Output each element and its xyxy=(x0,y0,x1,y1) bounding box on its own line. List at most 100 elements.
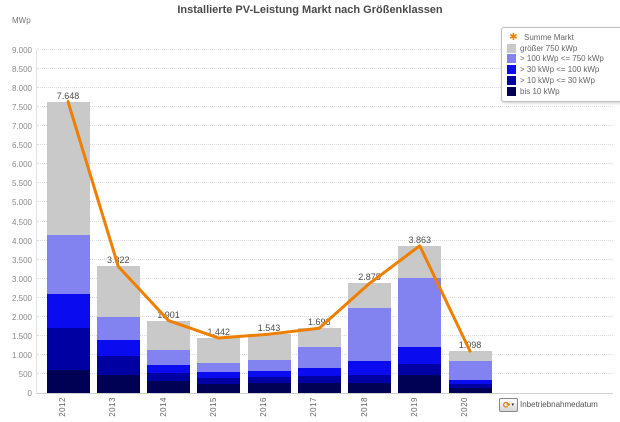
legend-swatch xyxy=(507,65,516,75)
bar-total-label: 3.322 xyxy=(106,255,130,266)
bar-total-label: 1.901 xyxy=(157,309,180,320)
bar-segment-2019[interactable] xyxy=(398,374,442,393)
bar-segment-2015[interactable] xyxy=(197,362,241,373)
chart-legend: ✱ Summe Markt größer 750 kWp > 100 kWp <= 7… xyxy=(501,27,620,102)
legend-item[interactable]: > 30 kWp <= 100 kWp xyxy=(507,64,620,75)
bar-segment-2015[interactable] xyxy=(197,372,241,378)
line-marker-icon: ✱ xyxy=(509,31,518,43)
bar-segment-2020[interactable] xyxy=(448,379,492,385)
y-tick-label: 1.500 xyxy=(11,331,32,341)
bar-segment-2015[interactable] xyxy=(197,338,241,363)
bar-segment-2019[interactable] xyxy=(398,245,442,278)
bar-segment-2018[interactable] xyxy=(348,307,391,362)
grid-line xyxy=(37,163,613,165)
y-tick-label: 1.000 xyxy=(11,350,32,360)
grid-line xyxy=(37,106,613,108)
legend-item[interactable]: > 10 kWp <= 30 kWp xyxy=(507,75,620,86)
legend-label: bis 10 kWp xyxy=(520,86,560,96)
y-tick-label: 2.000 xyxy=(11,312,32,322)
y-tick-label: 6.000 xyxy=(11,160,32,170)
x-tick-label: 2016 xyxy=(259,397,268,417)
y-tick-label: 500 xyxy=(18,369,32,379)
y-tick-label: 3.500 xyxy=(11,255,32,265)
bar-total-label: 1.698 xyxy=(307,317,331,328)
bar-segment-2014[interactable] xyxy=(147,380,190,393)
grid-line xyxy=(37,239,613,241)
y-tick-label: 3.000 xyxy=(11,274,32,284)
bar-segment-2017[interactable] xyxy=(297,367,341,377)
legend-item[interactable]: größer 750 kWp xyxy=(507,43,620,54)
bar-segment-2020[interactable] xyxy=(448,361,492,380)
x-tick-label: 2014 xyxy=(158,397,168,417)
bar-segment-2013[interactable] xyxy=(96,266,140,317)
legend-item[interactable]: > 100 kWp <= 750 kWp xyxy=(507,54,620,65)
legend-item-summe-markt[interactable]: ✱ Summe Markt xyxy=(507,32,620,43)
cycle-group-button[interactable]: ⟳ ▾ xyxy=(499,398,518,412)
y-tick-label: 2.500 xyxy=(11,293,32,303)
bar-segment-2012[interactable] xyxy=(46,369,90,393)
legend-label: > 30 kWp <= 100 kWp xyxy=(520,65,600,75)
bar-segment-2012[interactable] xyxy=(46,328,90,370)
bar-segment-2019[interactable] xyxy=(398,278,442,348)
grid-line xyxy=(37,182,613,184)
bar-segment-2017[interactable] xyxy=(297,383,341,393)
bar-segment-2017[interactable] xyxy=(297,376,341,384)
x-tick-label: 2020 xyxy=(460,397,469,417)
legend-swatch xyxy=(507,86,516,96)
y-tick-label: 4.500 xyxy=(11,217,32,227)
bar-segment-2016[interactable] xyxy=(247,377,291,384)
y-tick-label: 7.000 xyxy=(11,122,32,132)
legend-swatch xyxy=(507,76,516,86)
bar-segment-2013[interactable] xyxy=(96,374,140,393)
y-tick-label: 5.000 xyxy=(11,198,32,208)
bar-segment-2012[interactable] xyxy=(46,235,90,294)
x-dimension-label: Inbetriebnahmedatum xyxy=(520,400,598,409)
bar-segment-2012[interactable] xyxy=(46,293,90,329)
x-tick-label: 2015 xyxy=(208,397,218,417)
bar-segment-2020[interactable] xyxy=(448,384,492,389)
bar-segment-2016[interactable] xyxy=(247,360,291,371)
cycle-arrow-icon: ⟳ xyxy=(502,399,511,410)
bar-segment-2012[interactable] xyxy=(46,101,90,236)
bar-segment-2016[interactable] xyxy=(247,383,291,393)
bar-segment-2014[interactable] xyxy=(147,372,190,381)
bar-segment-2019[interactable] xyxy=(398,347,442,364)
bar-segment-2015[interactable] xyxy=(197,377,241,384)
bar-segment-2013[interactable] xyxy=(96,316,140,341)
bar-segment-2014[interactable] xyxy=(147,320,190,350)
bar-segment-2018[interactable] xyxy=(348,361,391,375)
x-tick-label: 2019 xyxy=(409,397,419,417)
bar-total-label: 2.875 xyxy=(358,272,381,283)
bar-segment-2018[interactable] xyxy=(348,374,391,383)
x-tick-label: 2018 xyxy=(359,397,369,417)
bar-segment-2020[interactable] xyxy=(448,351,492,362)
bar-segment-2018[interactable] xyxy=(348,382,391,393)
bar-segment-2018[interactable] xyxy=(348,283,391,308)
bar-segment-2020[interactable] xyxy=(448,388,492,393)
bar-segment-2017[interactable] xyxy=(297,328,341,348)
y-tick-label: 7.500 xyxy=(11,103,32,113)
bar-segment-2014[interactable] xyxy=(147,364,190,373)
grid-line xyxy=(37,125,613,127)
bar-total-label: 7.648 xyxy=(56,90,80,101)
bar-segment-2015[interactable] xyxy=(197,383,241,393)
x-tick-label: 2017 xyxy=(309,397,319,417)
legend-label: > 10 kWp <= 30 kWp xyxy=(520,76,595,86)
bar-segment-2019[interactable] xyxy=(398,364,442,375)
bar-segment-2014[interactable] xyxy=(147,349,190,365)
legend-label: größer 750 kWp xyxy=(520,43,578,53)
y-tick-label: 6.500 xyxy=(11,141,32,151)
y-tick-label: 8.500 xyxy=(11,65,32,75)
bar-segment-2013[interactable] xyxy=(96,340,140,356)
grid-line xyxy=(37,201,613,203)
legend-item[interactable]: bis 10 kWp xyxy=(507,86,620,97)
grid-line xyxy=(37,87,613,89)
y-tick-label: 8.000 xyxy=(11,84,32,94)
bar-segment-2016[interactable] xyxy=(247,370,291,377)
legend-swatch xyxy=(507,43,516,53)
bar-segment-2016[interactable] xyxy=(247,334,291,361)
bar-segment-2013[interactable] xyxy=(96,355,140,375)
grid-line xyxy=(37,49,613,50)
bar-segment-2017[interactable] xyxy=(297,347,341,368)
